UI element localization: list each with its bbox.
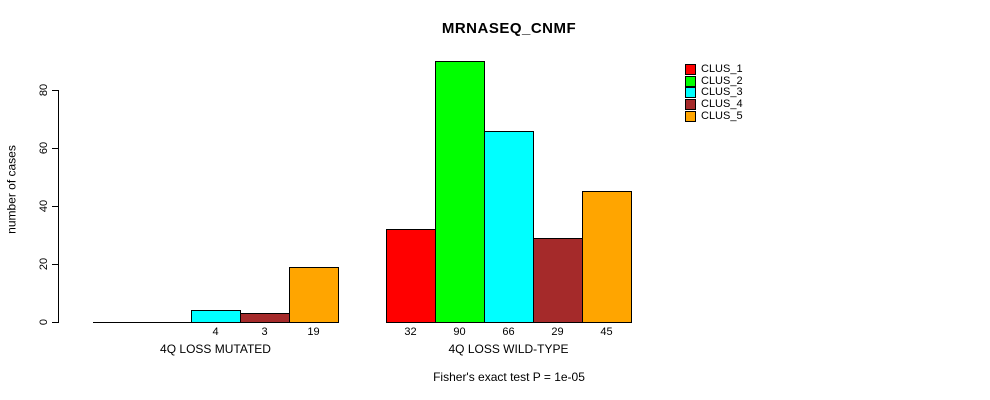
legend: CLUS_1 CLUS_2 CLUS_3 CLUS_4 CLUS_5	[685, 64, 743, 122]
y-axis-tick-label: 20	[38, 257, 50, 271]
legend-item: CLUS_1	[685, 64, 743, 76]
legend-label: CLUS_5	[701, 109, 743, 122]
bar-value-label: 19	[307, 326, 320, 338]
legend-swatch	[685, 75, 696, 87]
y-axis-line	[58, 90, 59, 323]
bar-value-label: 32	[404, 326, 417, 338]
legend-swatch	[685, 64, 696, 76]
bar-clus_3	[191, 310, 241, 323]
y-axis-tick	[52, 322, 58, 323]
legend-label: CLUS_3	[701, 86, 743, 99]
bar-value-label: 3	[261, 326, 268, 338]
legend-swatch	[685, 87, 696, 99]
y-axis-tick	[52, 148, 58, 149]
bar-clus_4	[533, 238, 583, 323]
legend-swatch	[685, 110, 696, 122]
bar-value-label: 4	[212, 326, 219, 338]
group-label: 4Q LOSS MUTATED	[160, 342, 271, 356]
y-axis-label: number of cases	[4, 145, 19, 234]
bar-value-label: 66	[502, 326, 515, 338]
legend-item: CLUS_5	[685, 110, 743, 122]
bar-clus_2	[435, 61, 485, 323]
bar-clus_5	[582, 191, 632, 323]
bar-value-label: 90	[453, 326, 466, 338]
bar-clus_4	[240, 313, 290, 323]
legend-label: CLUS_1	[701, 63, 743, 76]
y-axis-tick	[52, 264, 58, 265]
legend-item: CLUS_4	[685, 99, 743, 111]
y-axis-tick-label: 80	[38, 83, 50, 97]
y-axis-tick-label: 0	[38, 318, 50, 326]
bar-clus_5	[289, 267, 339, 323]
bar-clus_3	[484, 131, 534, 323]
legend-swatch	[685, 99, 696, 111]
legend-label: CLUS_4	[701, 98, 743, 111]
y-axis-tick-label: 60	[38, 141, 50, 155]
bar-value-label: 29	[551, 326, 564, 338]
bar-value-label: 45	[600, 326, 613, 338]
legend-item: CLUS_3	[685, 87, 743, 99]
y-axis-tick-label: 40	[38, 199, 50, 213]
y-axis-tick	[52, 90, 58, 91]
stats-caption: Fisher's exact test P = 1e-05	[433, 370, 585, 384]
group-label: 4Q LOSS WILD-TYPE	[448, 342, 569, 356]
legend-label: CLUS_2	[701, 74, 743, 87]
y-axis-tick	[52, 206, 58, 207]
bar-clus_1	[386, 229, 436, 323]
legend-item: CLUS_2	[685, 74, 743, 88]
chart-title: MRNASEQ_CNMF	[441, 20, 577, 37]
